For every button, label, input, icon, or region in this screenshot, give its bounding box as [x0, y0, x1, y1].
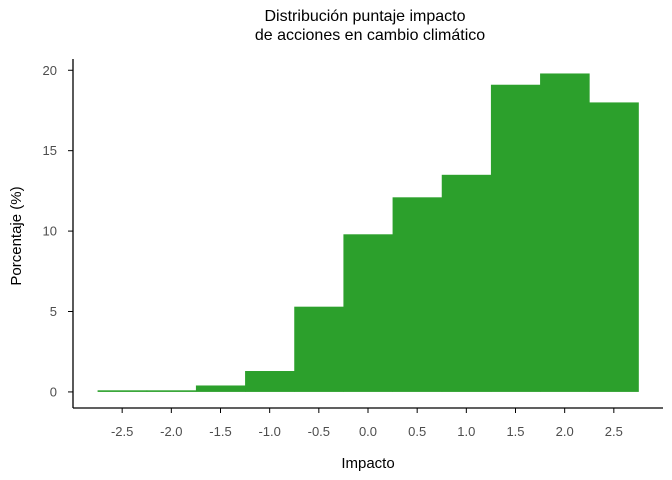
x-tick-label: 2.0: [556, 424, 574, 439]
x-tick-label: 0.5: [408, 424, 426, 439]
histogram-bar: [195, 385, 246, 392]
histogram-bar: [294, 306, 344, 392]
histogram-bar: [441, 174, 492, 392]
chart-title-line-2: de acciones en cambio climático: [255, 27, 485, 44]
x-tick-label: 1.0: [457, 424, 475, 439]
histogram-bars: [97, 73, 639, 392]
y-tick-label: 0: [50, 384, 57, 399]
histogram-bar: [490, 84, 541, 392]
x-tick-label: -2.0: [160, 424, 182, 439]
x-tick-label: -0.5: [308, 424, 330, 439]
y-tick-label: 5: [50, 304, 57, 319]
chart-title-line-1: Distribución puntaje impacto: [265, 8, 466, 25]
y-tick-label: 20: [43, 63, 57, 78]
histogram-bar: [245, 371, 295, 392]
x-tick-label: -1.5: [209, 424, 231, 439]
x-tick-label: 0.0: [359, 424, 377, 439]
histogram-bar: [392, 197, 443, 392]
x-tick-label: 1.5: [506, 424, 524, 439]
chart-title: Distribución puntaje impacto de acciones…: [255, 8, 485, 44]
histogram-bar: [343, 234, 393, 392]
y-tick-label: 10: [43, 224, 57, 239]
y-axis-ticks: 0 5 10 15 20: [43, 63, 73, 399]
x-tick-label: 2.5: [605, 424, 623, 439]
x-tick-label: -1.0: [258, 424, 280, 439]
x-axis-ticks: -2.5 -2.0 -1.5 -1.0 -0.5 0.0 0.5 1.0 1.5 2.0 2.5: [111, 408, 623, 439]
histogram-bar: [97, 390, 148, 392]
histogram-bar: [146, 390, 197, 392]
x-tick-label: -2.5: [111, 424, 133, 439]
x-axis-title: Impacto: [341, 455, 394, 472]
y-tick-label: 15: [43, 143, 57, 158]
histogram-bar: [589, 102, 639, 392]
y-axis-title: Porcentaje (%): [8, 186, 25, 285]
histogram-bar: [540, 73, 590, 392]
